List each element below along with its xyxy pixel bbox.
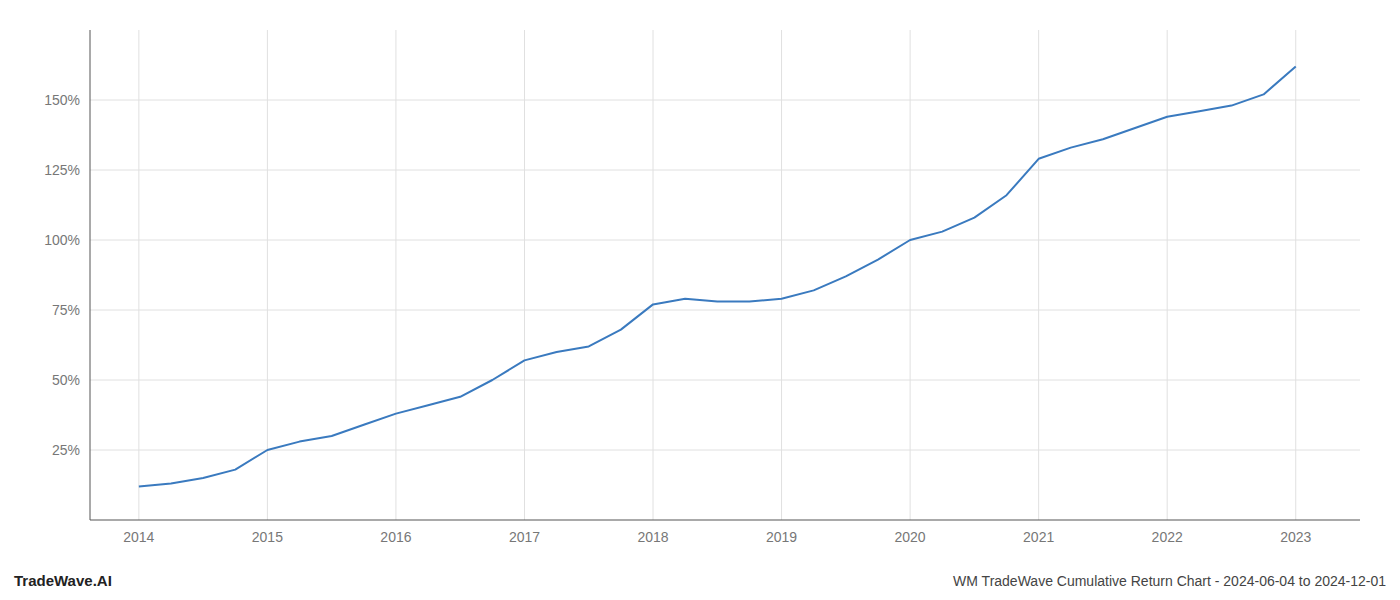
x-tick-label: 2022 (1152, 529, 1183, 545)
axes: 2014 2015 2016 2017 2018 2019 2020 2021 2022 2023… (44, 30, 1360, 545)
x-tick-label: 2016 (380, 529, 411, 545)
y-tick-label: 150% (44, 92, 80, 108)
y-tick-label: 100% (44, 232, 80, 248)
x-tick-label: 2018 (637, 529, 668, 545)
footer-left: TradeWave.AI (14, 572, 112, 589)
y-grid-line (90, 310, 1360, 311)
y-axis-line (90, 30, 91, 520)
data-line (139, 66, 1296, 486)
y-tick-label: 75% (52, 302, 80, 318)
x-tick-label: 2021 (1023, 529, 1054, 545)
y-grid-line (90, 100, 1360, 101)
y-tick-label: 50% (52, 372, 80, 388)
x-tick-label: 2017 (509, 529, 540, 545)
x-grid-line (395, 30, 396, 520)
plot-area (139, 66, 1296, 486)
title: WM TradeWave Cumulative Return Chart - 2… (953, 573, 1386, 589)
chart: 2014 2015 2016 2017 2018 2019 2020 2021 2022 2023… (0, 0, 1400, 600)
y-grid-line (90, 240, 1360, 241)
x-tick-label: 2020 (895, 529, 926, 545)
x-grid-line (1295, 30, 1296, 520)
grid (90, 30, 1360, 520)
x-grid-line (781, 30, 782, 520)
y-grid-line (90, 450, 1360, 451)
y-grid-line (90, 380, 1360, 381)
x-grid-line (267, 30, 268, 520)
y-tick-label: 25% (52, 442, 80, 458)
x-tick-label: 2019 (766, 529, 797, 545)
x-grid-line (1167, 30, 1168, 520)
x-axis-line (90, 520, 1360, 521)
x-grid-line (1038, 30, 1039, 520)
x-grid-line (524, 30, 525, 520)
y-tick-label: 125% (44, 162, 80, 178)
x-grid-line (910, 30, 911, 520)
x-tick-label: 2014 (123, 529, 154, 545)
x-tick-label: 2015 (252, 529, 283, 545)
x-grid-line (138, 30, 139, 520)
y-grid-line (90, 170, 1360, 171)
x-tick-label: 2023 (1280, 529, 1311, 545)
x-grid-line (653, 30, 654, 520)
